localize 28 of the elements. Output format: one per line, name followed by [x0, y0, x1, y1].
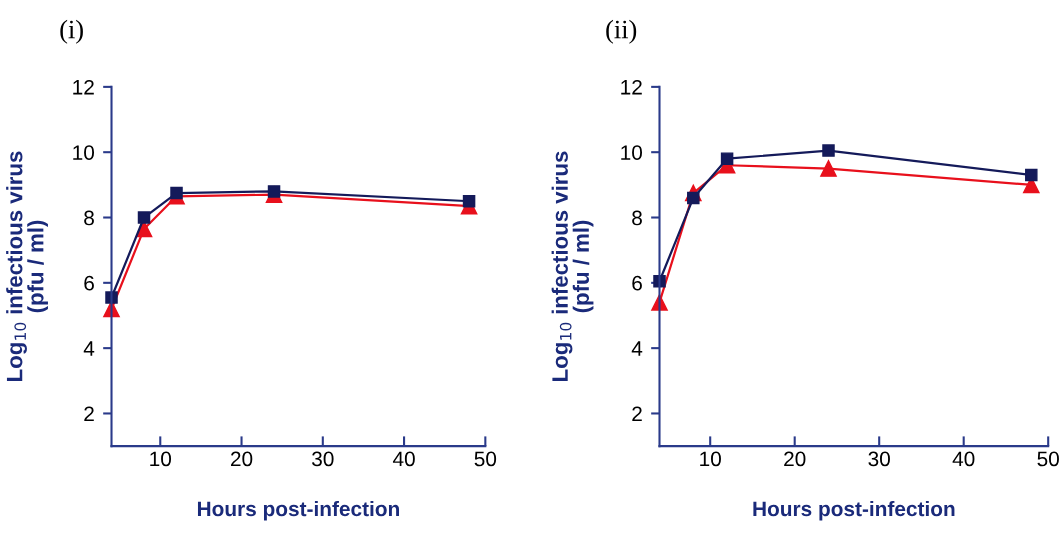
y-tick-label: 6 — [632, 275, 642, 291]
y-tick-label: 8 — [632, 210, 642, 226]
x-tick-label: 30 — [312, 451, 334, 467]
y-tick-label: 4 — [631, 341, 643, 356]
y-tick-label: 6 — [84, 275, 94, 291]
chart-title: (i) — [60, 19, 83, 44]
x-tick-label: 20 — [231, 451, 253, 467]
chart-title: (ii) — [606, 19, 637, 44]
y-axis-title: Log$_{10}$ infectious virus (pfu / ml) — [6, 151, 48, 381]
y-tick-label: 4 — [83, 341, 95, 356]
y-tick-label: 12 — [73, 79, 94, 95]
x-tick-label: 10 — [700, 451, 721, 467]
x-tick-label: 30 — [868, 451, 890, 467]
y-axis-title: Log$_{10}$ infectious virus (pfu / ml) — [551, 151, 594, 381]
x-axis-title: Hours post-infection — [197, 500, 399, 521]
x-tick-label: 40 — [392, 451, 415, 467]
y-tick-label: 2 — [632, 406, 642, 422]
x-tick-label: 10 — [150, 451, 172, 467]
y-tick-label: 12 — [621, 79, 642, 95]
x-tick-label: 20 — [784, 451, 806, 467]
x-tick-label: 50 — [474, 451, 497, 467]
x-axis-title: Hours post-infection — [753, 500, 955, 521]
y-tick-label: 8 — [84, 210, 94, 226]
y-tick-label: 10 — [73, 145, 95, 160]
y-tick-label: 10 — [621, 145, 643, 160]
x-tick-label: 50 — [1037, 451, 1059, 467]
x-tick-label: 40 — [952, 451, 975, 467]
y-tick-label: 2 — [84, 406, 94, 422]
